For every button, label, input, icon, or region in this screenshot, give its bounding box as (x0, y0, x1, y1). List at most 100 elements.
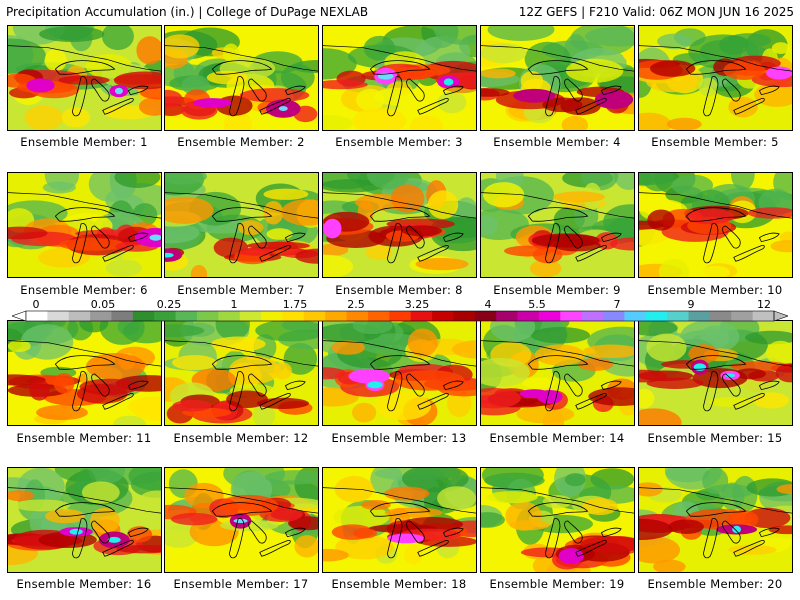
country-border (8, 487, 161, 514)
colorbar-swatch (367, 311, 390, 321)
colorbar-swatch (517, 311, 540, 321)
ensemble-panel[interactable] (480, 467, 635, 573)
ensemble-panel[interactable] (638, 25, 793, 131)
lake-outline (527, 502, 589, 517)
lake-outline (575, 393, 607, 410)
ensemble-panel[interactable] (638, 467, 793, 573)
lake-outline (54, 355, 116, 370)
ensemble-member-label: Ensemble Member: 17 (173, 577, 309, 591)
colorbar-swatch (603, 311, 625, 321)
ensemble-panel[interactable] (322, 467, 477, 573)
precip-field (165, 26, 318, 130)
colorbar-swatch (218, 311, 241, 321)
ensemble-member-label: Ensemble Member: 3 (335, 135, 463, 149)
precip-field (8, 468, 161, 572)
colorbar-swatch (731, 311, 754, 321)
country-border (8, 192, 161, 219)
ensemble-panel[interactable] (164, 172, 319, 278)
lake-outline (127, 232, 149, 243)
ensemble-panel[interactable] (7, 172, 162, 278)
precip-field (323, 26, 476, 130)
lake-outline (600, 232, 622, 243)
lake-outline (442, 232, 464, 243)
lake-outline (211, 207, 273, 222)
precip-field (165, 468, 318, 572)
colorbar-swatch (261, 311, 283, 321)
colorbar-swatch (624, 311, 647, 321)
lake-outline (442, 380, 464, 391)
colorbar-swatch (667, 311, 689, 321)
colorbar-tick-label: 5.5 (528, 298, 546, 311)
lake-outline (527, 60, 589, 75)
precip-field (639, 468, 792, 572)
lake-outline (406, 520, 425, 544)
colorbar-tick-label: 12 (757, 298, 771, 311)
ensemble-panel[interactable] (7, 320, 162, 426)
precip-field (8, 26, 161, 130)
ensemble-panel[interactable] (164, 320, 319, 426)
lake-outline (387, 518, 403, 559)
lake-outline (564, 225, 583, 249)
colorbar-swatch (90, 311, 112, 321)
lake-outline (259, 245, 291, 262)
lake-outline (600, 85, 622, 96)
colorbar-tick-label: 0 (32, 298, 40, 311)
lake-outline (229, 223, 245, 264)
lake-outline (722, 373, 741, 397)
country-border (165, 45, 318, 72)
ensemble-panel[interactable] (322, 172, 477, 278)
lake-outline (417, 540, 449, 557)
colorbar-swatch (47, 311, 70, 321)
lake-outline (127, 85, 149, 96)
lake-outline (54, 60, 116, 75)
lake-outline (91, 225, 110, 249)
ensemble-panel[interactable] (164, 25, 319, 131)
colorbar-tick-label: 4 (484, 298, 492, 311)
ensemble-panel[interactable] (7, 467, 162, 573)
colorbar-tick-label: 3.25 (404, 298, 430, 311)
lake-outline (248, 78, 267, 102)
ensemble-panel[interactable] (480, 172, 635, 278)
lake-outline (91, 78, 110, 102)
ensemble-panel[interactable] (480, 320, 635, 426)
lake-outline (54, 207, 116, 222)
ensemble-panel[interactable] (7, 25, 162, 131)
colorbar-swatch (132, 311, 155, 321)
lake-outline (369, 60, 431, 75)
lake-outline (733, 393, 765, 410)
lake-outline (417, 393, 449, 410)
lake-outline (406, 373, 425, 397)
ensemble-panel[interactable] (164, 467, 319, 573)
lake-outline (758, 85, 780, 96)
lake-outline (417, 245, 449, 262)
precip-field (481, 26, 634, 130)
country-border (481, 487, 634, 514)
ensemble-panel[interactable] (480, 25, 635, 131)
country-border (323, 487, 476, 514)
ensemble-panel[interactable] (638, 172, 793, 278)
colorbar-swatch (111, 311, 134, 321)
lake-outline (685, 60, 747, 75)
run-info: 12Z GEFS | F210 Valid: 06Z MON JUN 16 20… (518, 5, 794, 19)
colorbar-swatch (453, 311, 476, 321)
lake-outline (229, 518, 245, 559)
lake-outline (211, 502, 273, 517)
ensemble-panel[interactable] (322, 25, 477, 131)
lake-outline (284, 527, 306, 538)
lake-outline (600, 527, 622, 538)
colorbar-swatch (560, 311, 583, 321)
lake-outline (387, 371, 403, 412)
lake-outline (72, 371, 88, 412)
colorbar-tick-label: 1.75 (282, 298, 308, 311)
ensemble-panel[interactable] (322, 320, 477, 426)
lake-outline (722, 520, 741, 544)
lake-outline (284, 85, 306, 96)
colorbar-swatch (474, 311, 497, 321)
lake-outline (545, 371, 561, 412)
precip-field (8, 173, 161, 277)
lake-outline (685, 207, 747, 222)
precip-field (165, 321, 318, 425)
ensemble-panel[interactable] (638, 320, 793, 426)
country-border (481, 45, 634, 72)
lake-outline (703, 518, 719, 559)
